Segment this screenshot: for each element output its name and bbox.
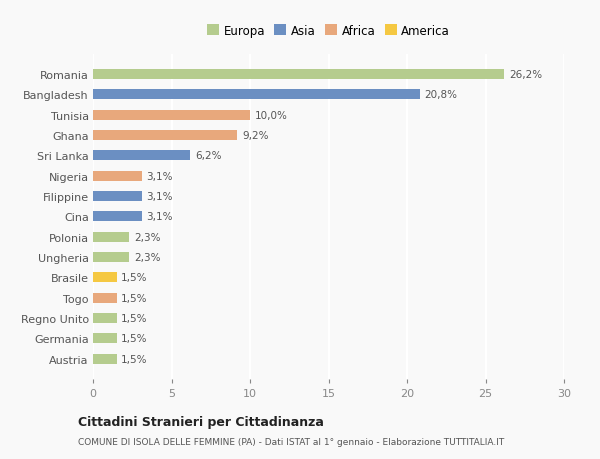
Bar <box>93 151 190 161</box>
Bar <box>93 212 142 222</box>
Text: 1,5%: 1,5% <box>121 293 148 303</box>
Text: COMUNE DI ISOLA DELLE FEMMINE (PA) - Dati ISTAT al 1° gennaio - Elaborazione TUT: COMUNE DI ISOLA DELLE FEMMINE (PA) - Dat… <box>78 437 504 446</box>
Text: 9,2%: 9,2% <box>242 131 269 141</box>
Legend: Europa, Asia, Africa, America: Europa, Asia, Africa, America <box>205 22 452 40</box>
Bar <box>93 273 116 283</box>
Text: 6,2%: 6,2% <box>195 151 221 161</box>
Text: 26,2%: 26,2% <box>509 70 542 80</box>
Text: 3,1%: 3,1% <box>146 171 173 181</box>
Text: 20,8%: 20,8% <box>424 90 457 100</box>
Text: 10,0%: 10,0% <box>255 111 287 120</box>
Bar <box>93 293 116 303</box>
Text: Cittadini Stranieri per Cittadinanza: Cittadini Stranieri per Cittadinanza <box>78 415 324 428</box>
Bar <box>93 70 505 80</box>
Bar <box>93 191 142 202</box>
Bar <box>93 110 250 121</box>
Bar <box>93 334 116 344</box>
Text: 3,1%: 3,1% <box>146 191 173 202</box>
Bar <box>93 131 238 141</box>
Text: 1,5%: 1,5% <box>121 334 148 344</box>
Text: 1,5%: 1,5% <box>121 354 148 364</box>
Bar <box>93 232 129 242</box>
Bar <box>93 171 142 181</box>
Bar <box>93 354 116 364</box>
Text: 2,3%: 2,3% <box>134 232 160 242</box>
Text: 2,3%: 2,3% <box>134 252 160 263</box>
Text: 3,1%: 3,1% <box>146 212 173 222</box>
Bar <box>93 90 419 100</box>
Text: 1,5%: 1,5% <box>121 273 148 283</box>
Text: 1,5%: 1,5% <box>121 313 148 323</box>
Bar <box>93 252 129 263</box>
Bar <box>93 313 116 324</box>
